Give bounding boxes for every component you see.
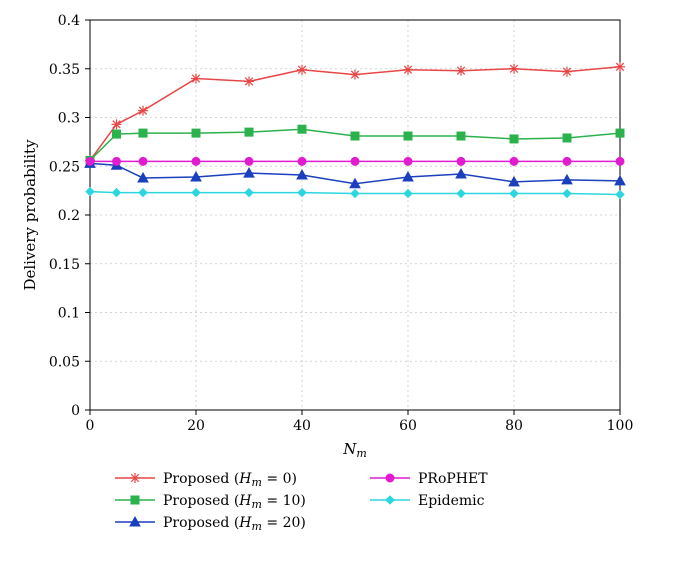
- delivery-probability-chart: 0 20 40 60 80 100 0 0.05 0.1 0.15 0.2 0.25 0.3 0.35 0.…: [0, 0, 674, 567]
- svg-text:Proposed (Hm = 10): Proposed (Hm = 10): [163, 493, 306, 511]
- svg-text:PRoPHET: PRoPHET: [418, 471, 488, 487]
- svg-text:0.3: 0.3: [58, 111, 80, 127]
- svg-text:0.2: 0.2: [58, 208, 80, 224]
- svg-text:0.1: 0.1: [58, 306, 80, 322]
- svg-text:40: 40: [293, 418, 311, 434]
- svg-text:0.15: 0.15: [49, 257, 80, 273]
- svg-text:0.05: 0.05: [49, 354, 80, 370]
- svg-text:Proposed (Hm = 20): Proposed (Hm = 20): [163, 515, 306, 533]
- svg-text:80: 80: [505, 418, 523, 434]
- svg-text:0.25: 0.25: [49, 159, 80, 175]
- svg-text:60: 60: [399, 418, 417, 434]
- svg-text:Epidemic: Epidemic: [418, 493, 485, 509]
- svg-text:0: 0: [71, 403, 80, 419]
- svg-text:100: 100: [607, 418, 634, 434]
- svg-text:Delivery probability: Delivery probability: [21, 139, 39, 291]
- svg-text:0.4: 0.4: [58, 13, 80, 29]
- svg-text:Proposed (Hm = 0): Proposed (Hm = 0): [163, 471, 297, 489]
- svg-text:20: 20: [187, 418, 205, 434]
- svg-text:0: 0: [86, 418, 95, 434]
- svg-text:0.35: 0.35: [49, 62, 80, 78]
